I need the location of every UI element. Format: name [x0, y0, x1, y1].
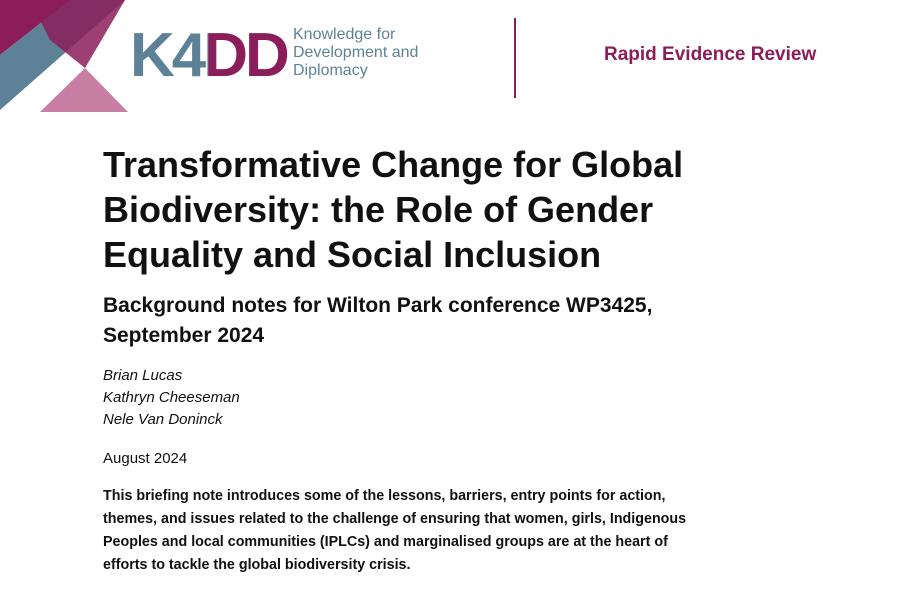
- title-line: Biodiversity: the Role of Gender: [103, 189, 654, 230]
- subtitle-line: Background notes for Wilton Park confere…: [103, 294, 653, 317]
- subtitle: Background notes for Wilton Park confere…: [103, 291, 652, 351]
- title-line: Equality and Social Inclusion: [103, 234, 602, 275]
- logo: K4DD: [130, 21, 288, 90]
- summary-line: Peoples and local communities (IPLCs) an…: [103, 534, 668, 550]
- series-label: Rapid Evidence Review: [604, 44, 817, 65]
- summary-line: efforts to tackle the global biodiversit…: [103, 557, 411, 573]
- authors: Brian Lucas Kathryn Cheeseman Nele Van Don…: [103, 365, 240, 431]
- header-graphics: K4DD: [0, 0, 516, 112]
- author: Kathryn Cheeseman: [103, 389, 240, 406]
- tagline: Knowledge for Development and Diplomacy: [293, 26, 418, 80]
- date: August 2024: [103, 450, 188, 467]
- summary: This briefing note introduces some of th…: [103, 485, 686, 577]
- author: Brian Lucas: [103, 367, 183, 384]
- author: Nele Van Doninck: [103, 411, 223, 428]
- summary-line: This briefing note introduces some of th…: [103, 488, 666, 504]
- tagline-line: Knowledge for: [293, 26, 396, 43]
- title-line: Transformative Change for Global: [103, 144, 684, 185]
- deco-shape: [40, 68, 128, 112]
- tagline-line: Diplomacy: [293, 62, 368, 79]
- tagline-line: Development and: [293, 44, 419, 61]
- title: Transformative Change for Global Biodiver…: [103, 142, 683, 277]
- deco-shape: [30, 0, 125, 68]
- summary-line: themes, and issues related to the challe…: [103, 511, 687, 527]
- subtitle-line: September 2024: [103, 324, 265, 347]
